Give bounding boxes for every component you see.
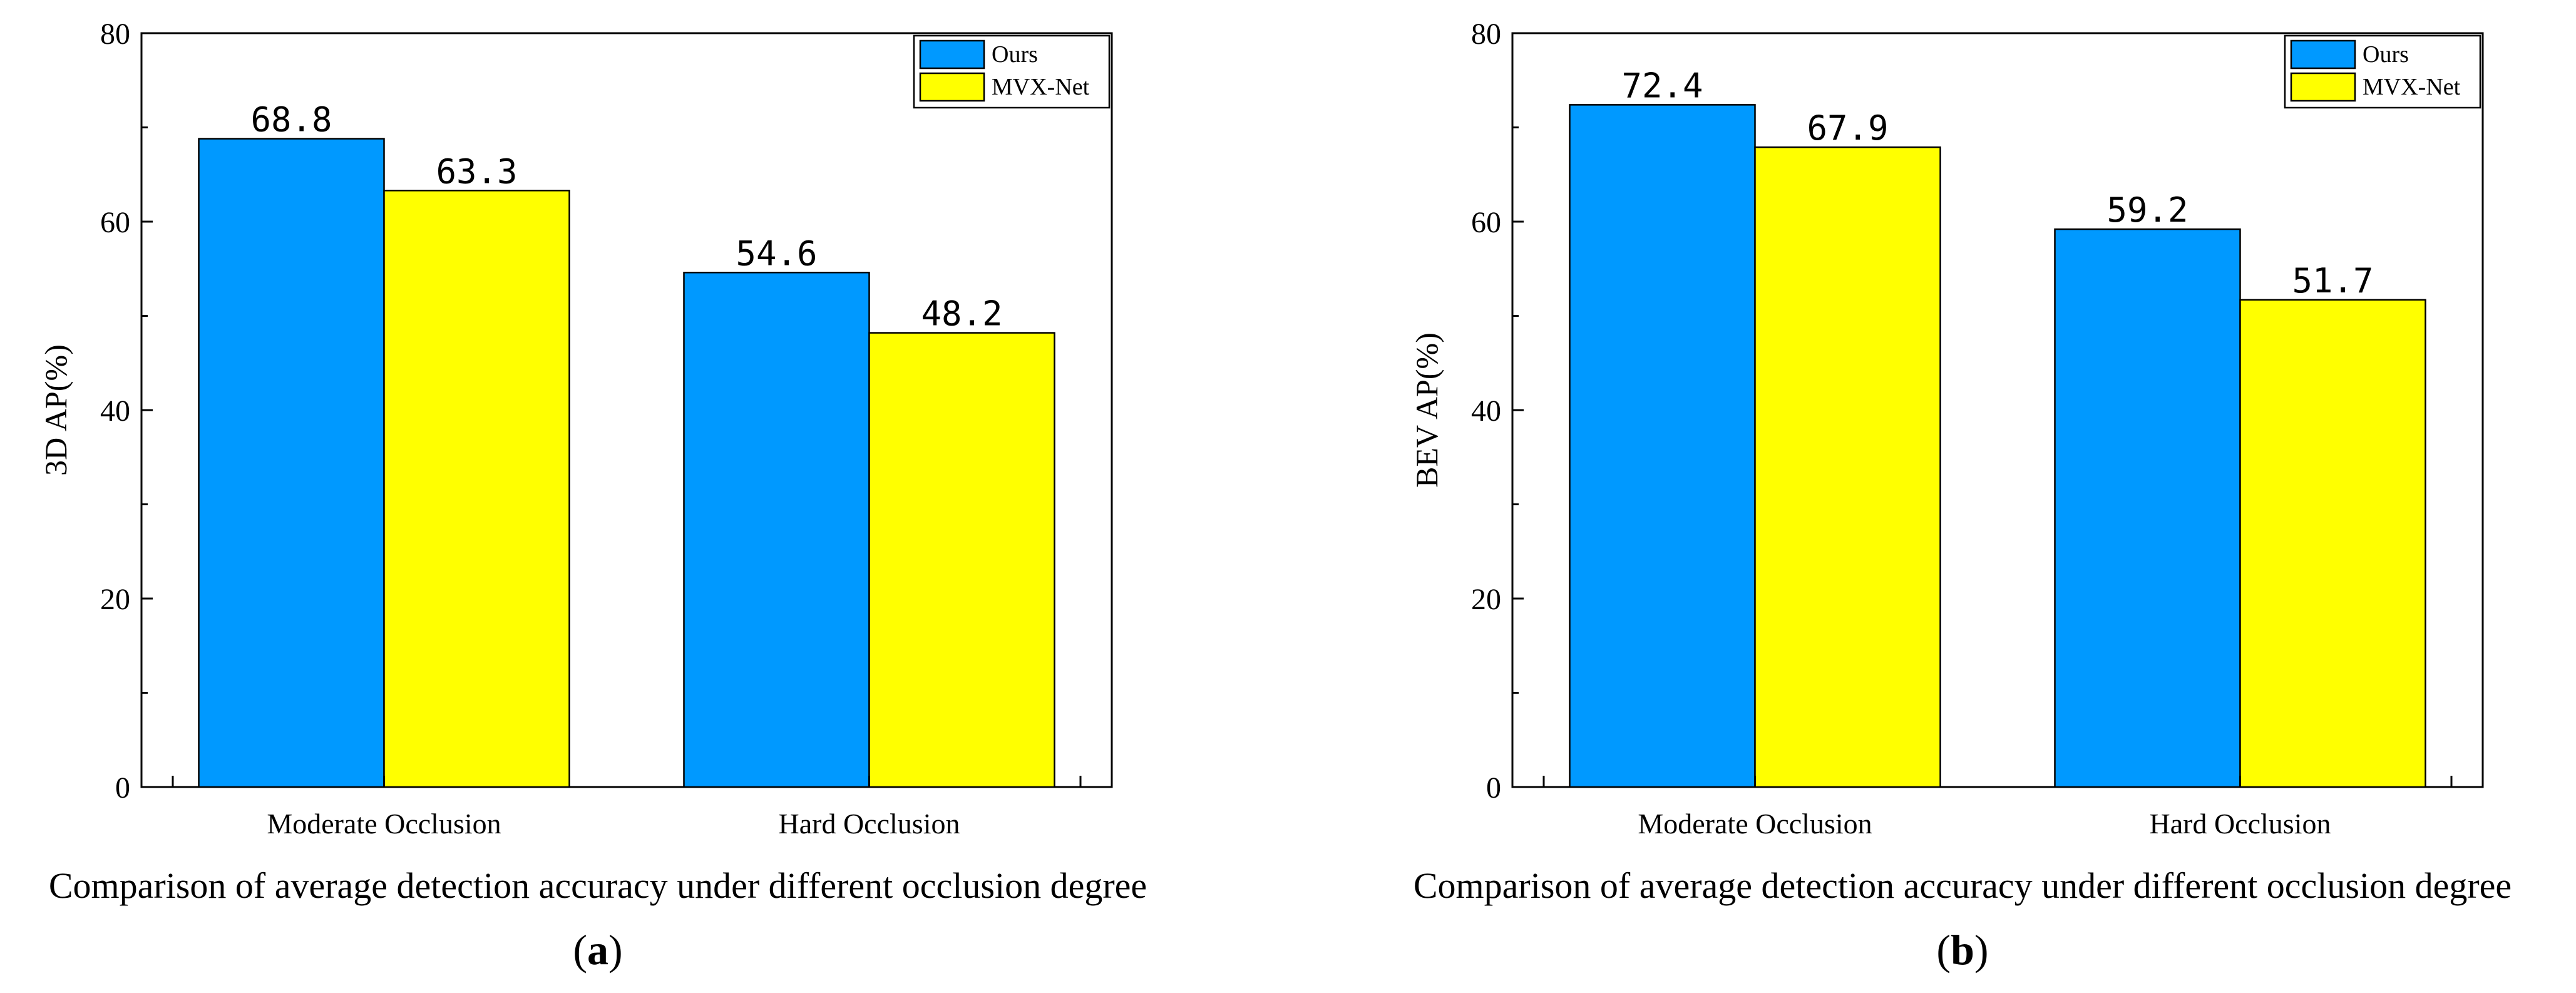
y-axis-label: BEV AP(%)	[1409, 332, 1444, 488]
bar-value-label: 67.9	[1807, 108, 1888, 148]
panel-label-wrapper: (a)	[573, 926, 622, 974]
legend-label: Ours	[992, 41, 1038, 68]
legend-label: Ours	[2363, 41, 2409, 68]
legend-label: MVX-Net	[992, 74, 1090, 100]
x-tick-label: Hard Occlusion	[2150, 808, 2331, 840]
bar-ours	[2054, 228, 2241, 788]
bar-value-label: 63.3	[436, 152, 517, 191]
panel-label: b	[1951, 926, 1974, 974]
bar-value-label: 48.2	[921, 294, 1002, 334]
legend-swatch	[919, 39, 985, 69]
legend-swatch	[2290, 39, 2356, 69]
chart-panel-b: 72.4 67.9 59.2 51.7 0 20 40 60 80 Moderate Occl…	[1409, 18, 2512, 974]
bar-value-label: 54.6	[736, 234, 817, 273]
panel-label-wrapper: (b)	[1936, 926, 1988, 974]
legend-swatch	[2290, 72, 2356, 102]
bar-mvx-net	[383, 190, 570, 788]
y-tick-label: 0	[115, 771, 130, 805]
y-tick-label: 20	[1471, 583, 1501, 616]
x-tick-label: Hard Occlusion	[779, 808, 960, 840]
y-tick-label: 40	[100, 394, 130, 428]
y-tick-label: 80	[1471, 18, 1501, 51]
panel-label: a	[587, 926, 608, 974]
bar-value-label: 68.8	[250, 100, 332, 140]
figure-caption: Comparison of average detection accuracy…	[49, 865, 1147, 906]
y-tick-label: 20	[100, 583, 130, 616]
y-tick-label: 0	[1486, 771, 1501, 805]
legend-swatch	[919, 72, 985, 102]
bar-value-label: 51.7	[2292, 261, 2373, 301]
x-tick-label: Moderate Occlusion	[267, 808, 501, 840]
y-tick-label: 60	[100, 206, 130, 239]
y-tick-label: 60	[1471, 206, 1501, 239]
y-tick-label: 40	[1471, 394, 1501, 428]
legend-label: MVX-Net	[2363, 74, 2461, 100]
figure-caption: Comparison of average detection accuracy…	[1414, 865, 2512, 906]
chart-panel-a: 68.8 63.3 54.6 48.2 0 20 40 60 80 Moderate Occl…	[38, 18, 1147, 974]
bar-value-label: 72.4	[1621, 66, 1703, 105]
bar-ours	[683, 272, 870, 788]
x-tick-label: Moderate Occlusion	[1638, 808, 1872, 840]
y-axis-label: 3D AP(%)	[38, 344, 73, 476]
bar-value-label: 59.2	[2106, 190, 2188, 230]
bar-mvx-net	[868, 332, 1055, 788]
bar-mvx-net	[2239, 299, 2426, 788]
y-tick-label: 80	[100, 18, 130, 51]
bar-mvx-net	[1754, 146, 1941, 788]
bar-ours	[1569, 104, 1756, 788]
bar-ours	[198, 138, 385, 788]
